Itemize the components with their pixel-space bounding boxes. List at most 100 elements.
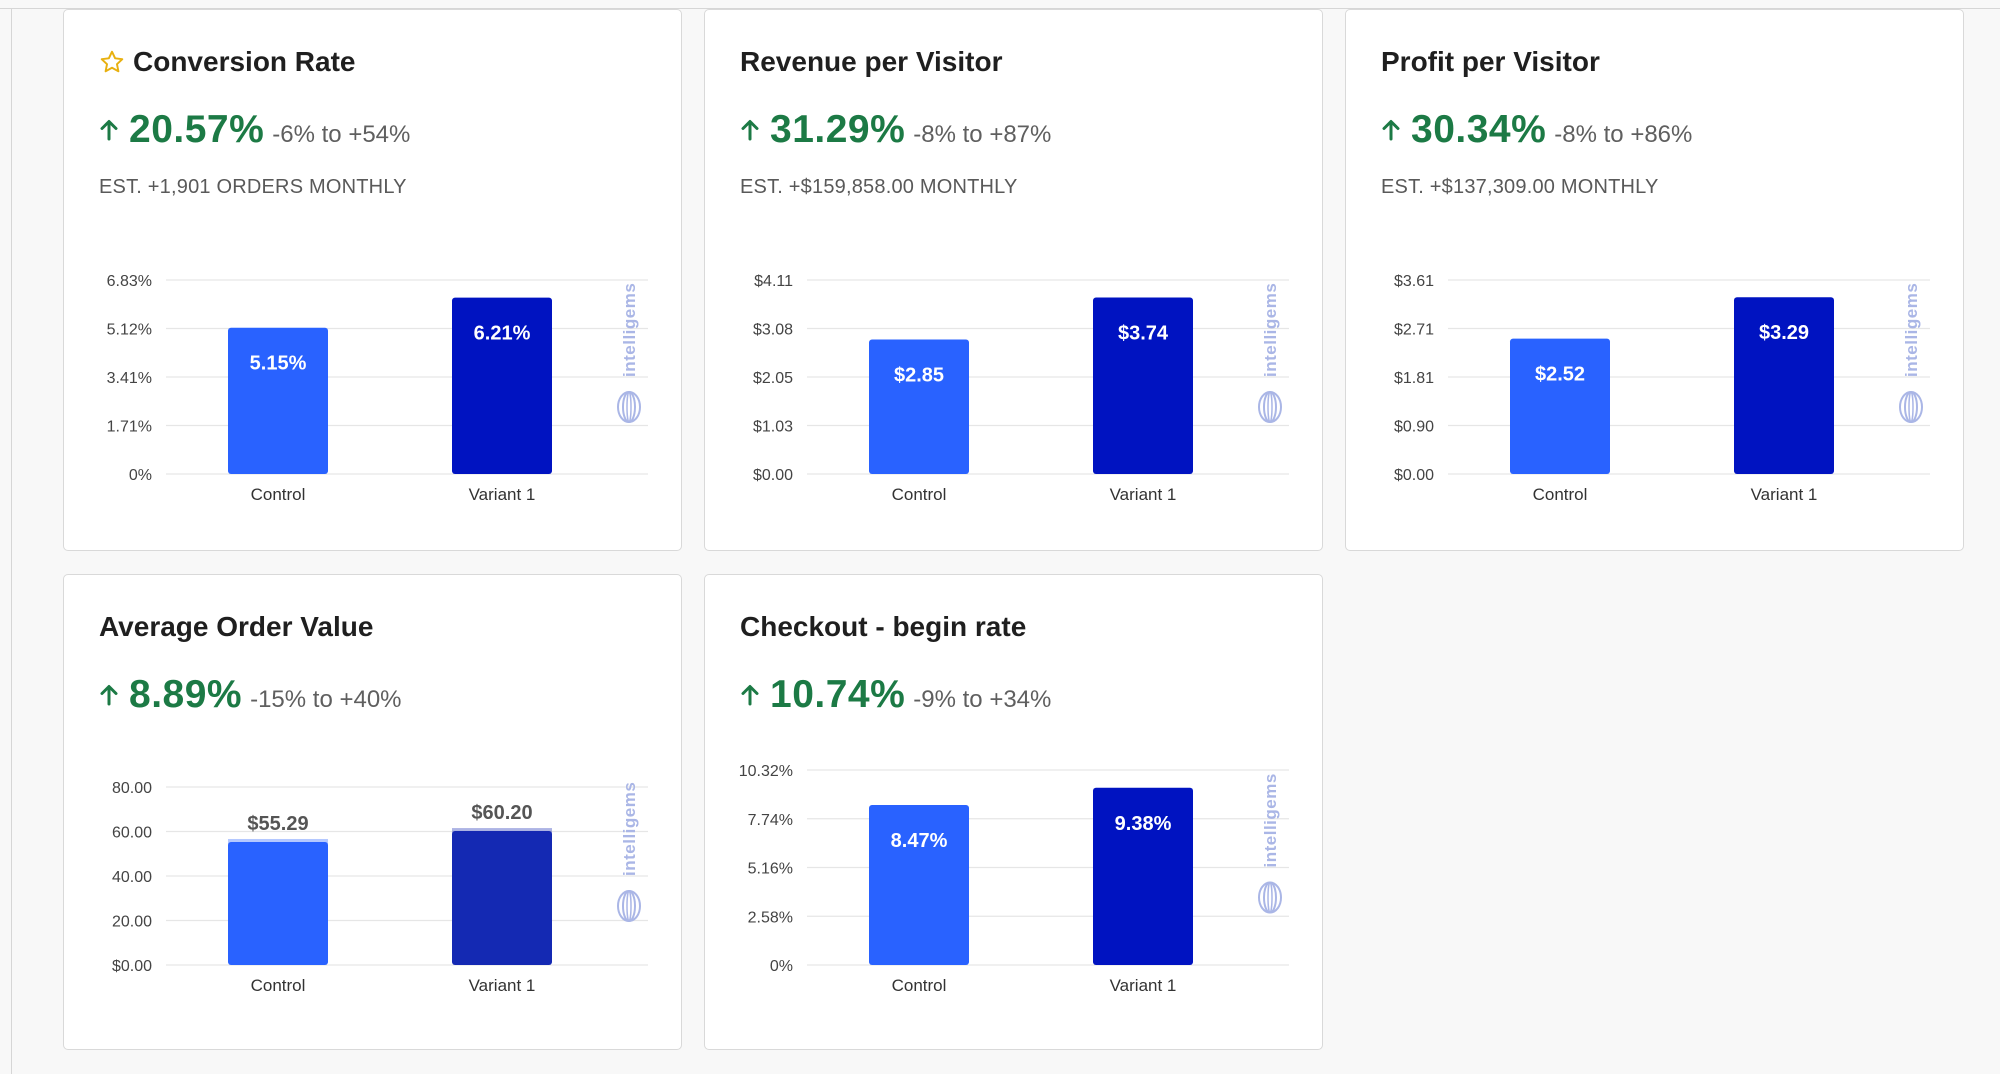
y-tick-label: 5.12%	[107, 322, 152, 339]
x-tick-label: Variant 1	[1110, 485, 1177, 504]
lift-summary: 31.29% -8% to +87%	[740, 108, 1051, 152]
card-title-text: Average Order Value	[99, 611, 374, 642]
card-title-text: Profit per Visitor	[1381, 46, 1600, 77]
metric-card: Checkout - begin rate 10.74% -9% to +34% 0%…	[704, 574, 1323, 1050]
bar-value-label: 8.47%	[891, 830, 948, 852]
lift-value: 31.29%	[770, 108, 906, 151]
lift-summary: 8.89% -15% to +40%	[99, 673, 402, 717]
watermark-text: intelligems	[1902, 283, 1921, 377]
arrow-up-icon	[741, 120, 759, 141]
x-tick-label: Control	[251, 485, 306, 504]
arrow-up-icon	[100, 685, 118, 706]
lift-summary: 10.74% -9% to +34%	[740, 673, 1051, 717]
y-tick-label: $2.71	[1394, 322, 1434, 339]
y-tick-label: 80.00	[112, 780, 152, 797]
logo-icon	[1899, 391, 1923, 423]
watermark-text: intelligems	[1261, 283, 1280, 377]
y-tick-label: 6.83%	[107, 273, 152, 290]
watermark-text: intelligems	[620, 283, 639, 377]
lift-summary: 20.57% -6% to +54%	[99, 108, 410, 152]
card-title-text: Revenue per Visitor	[740, 46, 1003, 77]
bar-control[interactable]	[869, 804, 969, 965]
watermark-text: intelligems	[1261, 773, 1280, 867]
intelligems-watermark: intelligems	[1899, 283, 1923, 423]
x-tick-label: Variant 1	[469, 485, 536, 504]
x-tick-label: Variant 1	[1751, 485, 1818, 504]
x-tick-label: Variant 1	[1110, 976, 1177, 995]
intelligems-watermark: intelligems	[1258, 283, 1282, 423]
x-tick-label: Control	[251, 976, 306, 995]
monthly-estimate: EST. +$137,309.00 MONTHLY	[1381, 176, 1659, 198]
bar-chart: 0% 2.58% 5.16% 7.74% 10.32% 8.47% Control 9.38%…	[739, 763, 1289, 995]
bar-value-label: 9.38%	[1115, 813, 1172, 835]
card-title: Checkout - begin rate	[740, 611, 1026, 643]
bar-variant-1[interactable]	[1734, 297, 1834, 474]
confidence-band	[228, 838, 328, 844]
y-tick-label: $1.81	[1394, 370, 1434, 387]
y-tick-label: 60.00	[112, 825, 152, 842]
y-tick-label: 3.41%	[107, 370, 152, 387]
y-tick-label: $0.90	[1394, 419, 1434, 436]
confidence-band	[452, 828, 552, 834]
confidence-range: -8% to +86%	[1554, 121, 1693, 148]
card-title: Average Order Value	[99, 611, 373, 643]
bar-value-label: $3.29	[1759, 322, 1809, 344]
x-tick-label: Control	[1533, 485, 1588, 504]
bar-value-label: 5.15%	[250, 353, 307, 375]
card-title-text: Checkout - begin rate	[740, 611, 1027, 642]
bar-variant-1[interactable]	[1093, 787, 1193, 965]
y-tick-label: 2.58%	[748, 909, 793, 926]
metric-card: Profit per Visitor 30.34% -8% to +86% EST. …	[1345, 9, 1964, 551]
monthly-estimate: EST. +1,901 ORDERS MONTHLY	[99, 176, 407, 198]
x-tick-label: Control	[892, 485, 947, 504]
metric-card: Revenue per Visitor 31.29% -8% to +87% EST.…	[704, 9, 1323, 551]
intelligems-watermark: intelligems	[1258, 773, 1282, 914]
lift-value: 20.57%	[129, 108, 265, 151]
bar-value-label: 6.21%	[474, 323, 531, 345]
bar-value-label: $60.20	[471, 802, 532, 824]
bar-chart: $0.00 $0.90 $1.81 $2.71 $3.61 $2.52 Control $3.…	[1394, 273, 1930, 504]
bar-control[interactable]	[228, 841, 328, 965]
lift-value: 30.34%	[1411, 108, 1547, 151]
bar-value-label: $2.52	[1535, 364, 1585, 386]
bar-chart: $0.00 20.00 40.00 60.00 80.00 $55.29 Control $6…	[112, 780, 648, 995]
lift-value: 10.74%	[770, 673, 906, 716]
lift-value: 8.89%	[129, 673, 243, 716]
left-divider	[11, 8, 12, 1074]
y-tick-label: 1.71%	[107, 419, 152, 436]
logo-icon	[1258, 881, 1282, 914]
y-tick-label: 0%	[770, 958, 793, 975]
confidence-range: -8% to +87%	[913, 121, 1052, 148]
card-title: Profit per Visitor	[1381, 46, 1600, 78]
bar-control[interactable]	[228, 327, 328, 474]
bar-variant-1[interactable]	[452, 831, 552, 965]
card-title: Revenue per Visitor	[740, 46, 1002, 78]
bar-chart: 0% 1.71% 3.41% 5.12% 6.83% 5.15% Control 6.21% V…	[107, 273, 648, 504]
watermark-text: intelligems	[620, 782, 639, 876]
bar-control[interactable]	[869, 339, 969, 474]
confidence-range: -15% to +40%	[250, 686, 402, 713]
y-tick-label: $1.03	[753, 419, 793, 436]
confidence-range: -6% to +54%	[272, 121, 411, 148]
confidence-range: -9% to +34%	[913, 686, 1052, 713]
logo-icon	[617, 391, 641, 423]
logo-icon	[617, 890, 641, 922]
y-tick-label: $3.61	[1394, 273, 1434, 290]
arrow-up-icon	[100, 120, 118, 141]
x-tick-label: Control	[892, 976, 947, 995]
lift-summary: 30.34% -8% to +86%	[1381, 108, 1692, 152]
y-tick-label: 20.00	[112, 914, 152, 931]
y-tick-label: 5.16%	[748, 861, 793, 878]
bar-variant-1[interactable]	[1093, 297, 1193, 474]
card-title: Conversion Rate	[99, 46, 356, 78]
monthly-estimate: EST. +$159,858.00 MONTHLY	[740, 176, 1018, 198]
bar-value-label: $2.85	[894, 364, 944, 386]
y-tick-label: 40.00	[112, 869, 152, 886]
bar-variant-1[interactable]	[452, 297, 552, 474]
card-title-text: Conversion Rate	[133, 46, 356, 77]
y-tick-label: $0.00	[753, 467, 793, 484]
bar-control[interactable]	[1510, 338, 1610, 474]
metric-card: Average Order Value 8.89% -15% to +40% $0.0…	[63, 574, 682, 1050]
y-tick-label: 10.32%	[739, 763, 793, 780]
star-icon[interactable]	[99, 49, 125, 75]
